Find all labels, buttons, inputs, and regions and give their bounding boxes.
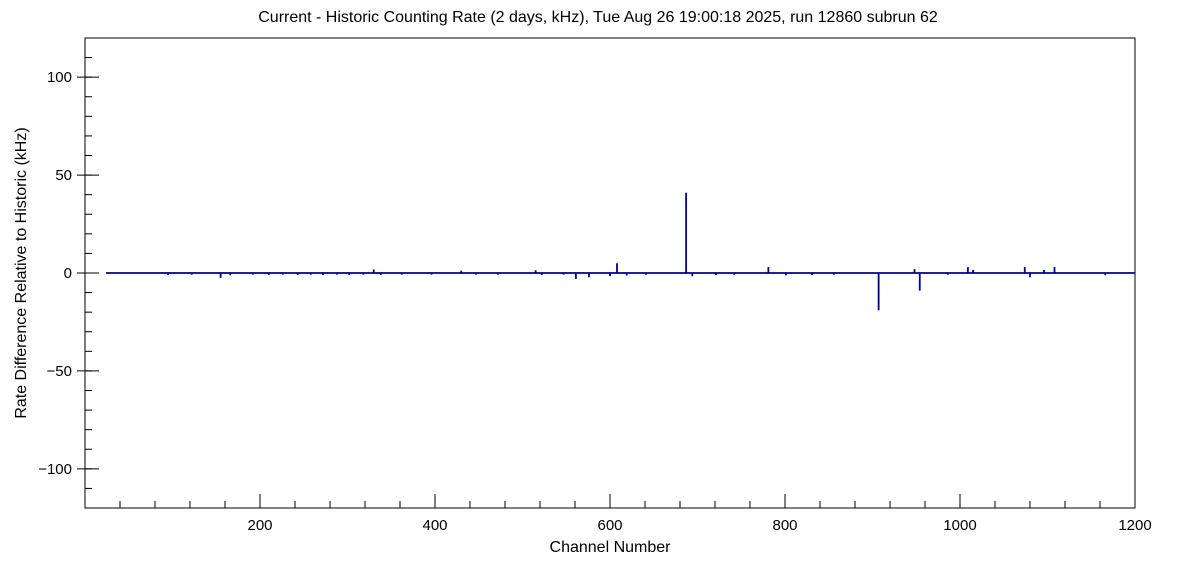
y-tick-label: 0 <box>64 265 72 282</box>
x-tick-label: 400 <box>422 517 447 534</box>
x-tick-label: 600 <box>597 517 622 534</box>
y-tick-label: −100 <box>38 461 72 478</box>
y-tick-label: 50 <box>55 167 72 184</box>
x-tick-label: 1000 <box>943 517 976 534</box>
x-axis-title: Channel Number <box>549 539 671 556</box>
y-tick-label: −50 <box>47 363 72 380</box>
x-tick-label: 800 <box>772 517 797 534</box>
y-tick-label: 100 <box>47 69 72 86</box>
chart-title: Current - Historic Counting Rate (2 days… <box>258 9 938 26</box>
data-series-line <box>106 192 1135 311</box>
x-tick-label: 200 <box>247 517 272 534</box>
x-tick-label: 1200 <box>1118 517 1151 534</box>
y-axis-title: Rate Difference Relative to Historic (kH… <box>13 127 30 419</box>
